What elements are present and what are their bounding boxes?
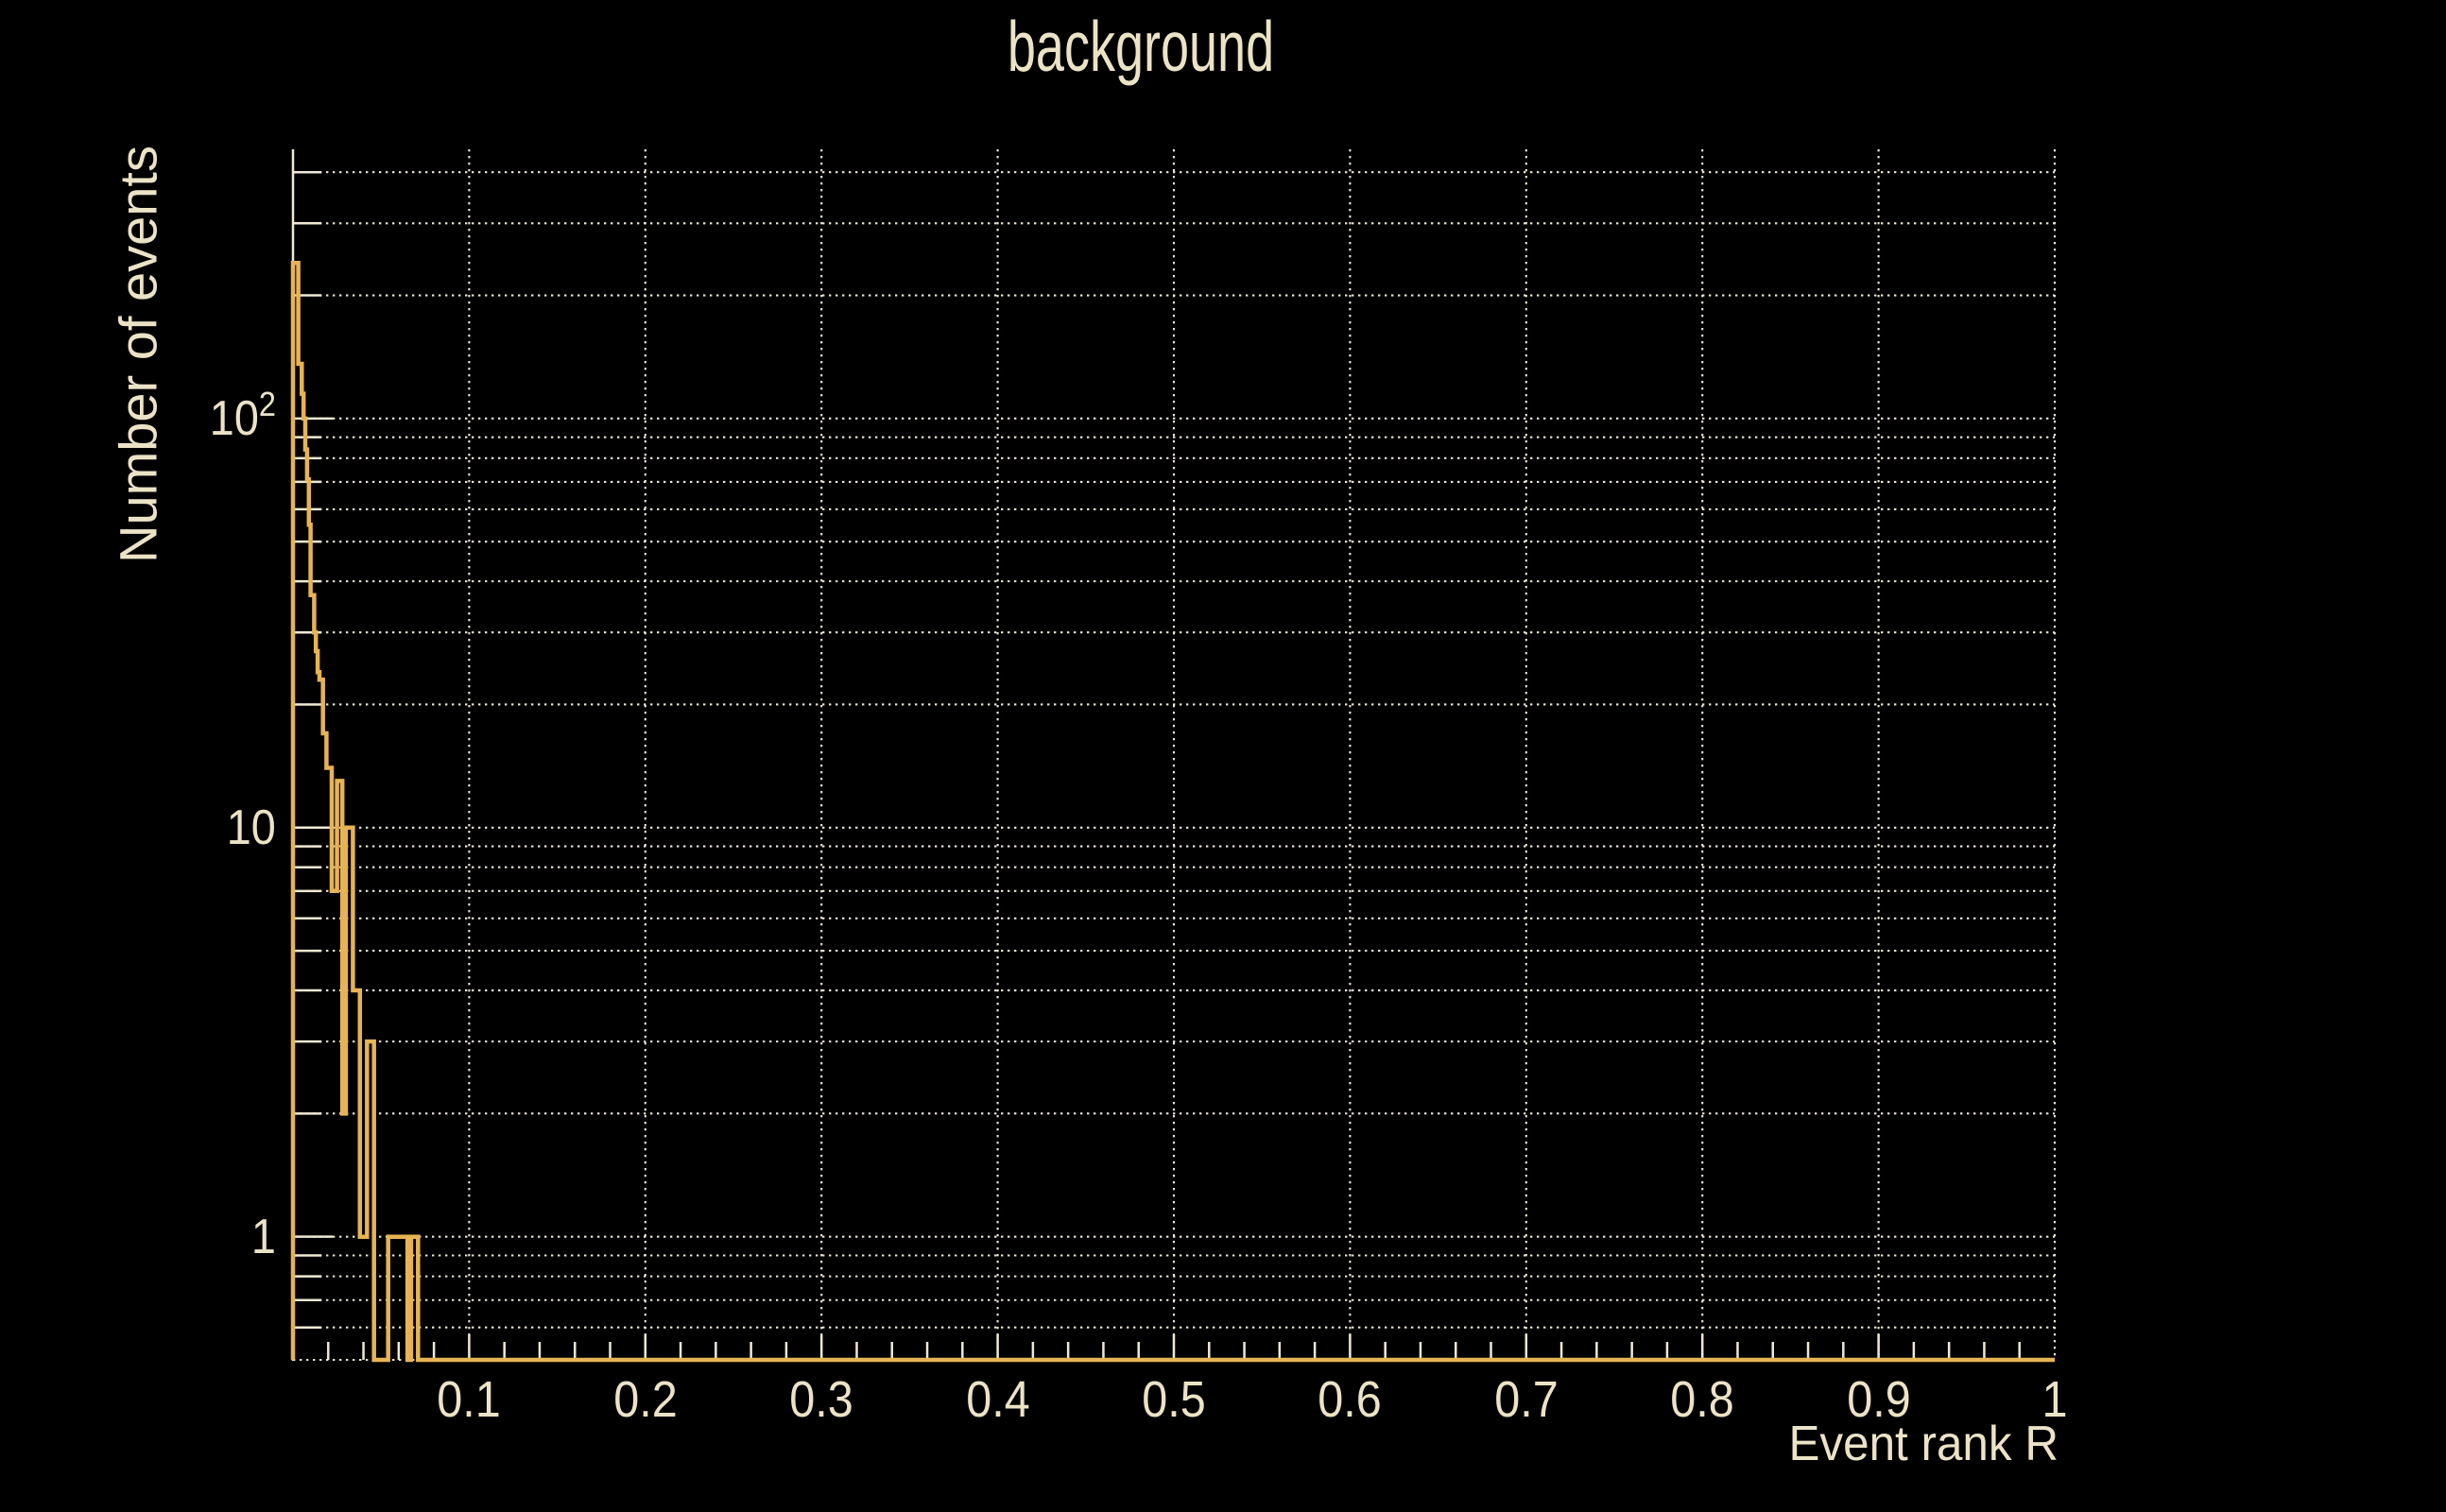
x-axis-ticks [327,1334,2021,1360]
x-tick-label-0.7: 0.7 [1494,1371,1559,1428]
y-tick-label-10: 10 [227,799,276,856]
chart-title: background [1007,7,1275,86]
x-tick-label-0.1: 0.1 [437,1371,502,1428]
y-tick-label-1: 1 [251,1209,276,1265]
y-tick-label-10-base: 10 [226,799,276,855]
vertical-gridlines [468,149,2057,1360]
y-tick-label-100-base: 10 [209,390,259,446]
y-tick-label-1-base: 1 [250,1209,276,1264]
y-axis-ticks [293,170,333,1329]
horizontal-gridlines [293,171,2055,1362]
y-tick-label-100-exp: 2 [258,385,276,424]
x-tick-label-0.8: 0.8 [1670,1371,1734,1428]
y-tick-label-100: 102 [209,387,276,447]
histogram-step-line [290,261,2055,1363]
x-tick-label-0.3: 0.3 [789,1371,853,1428]
x-tick-label-0.5: 0.5 [1142,1371,1206,1428]
x-tick-label-0.9: 0.9 [1846,1371,1911,1428]
x-tick-label-1: 1 [2041,1371,2068,1428]
y-axis-title: Number of events [108,146,168,563]
x-tick-label-0.2: 0.2 [613,1371,678,1428]
x-tick-label-0.6: 0.6 [1318,1371,1383,1428]
x-tick-label-0.4: 0.4 [965,1371,1030,1428]
x-axis-title: Event rank R [1788,1417,2058,1471]
